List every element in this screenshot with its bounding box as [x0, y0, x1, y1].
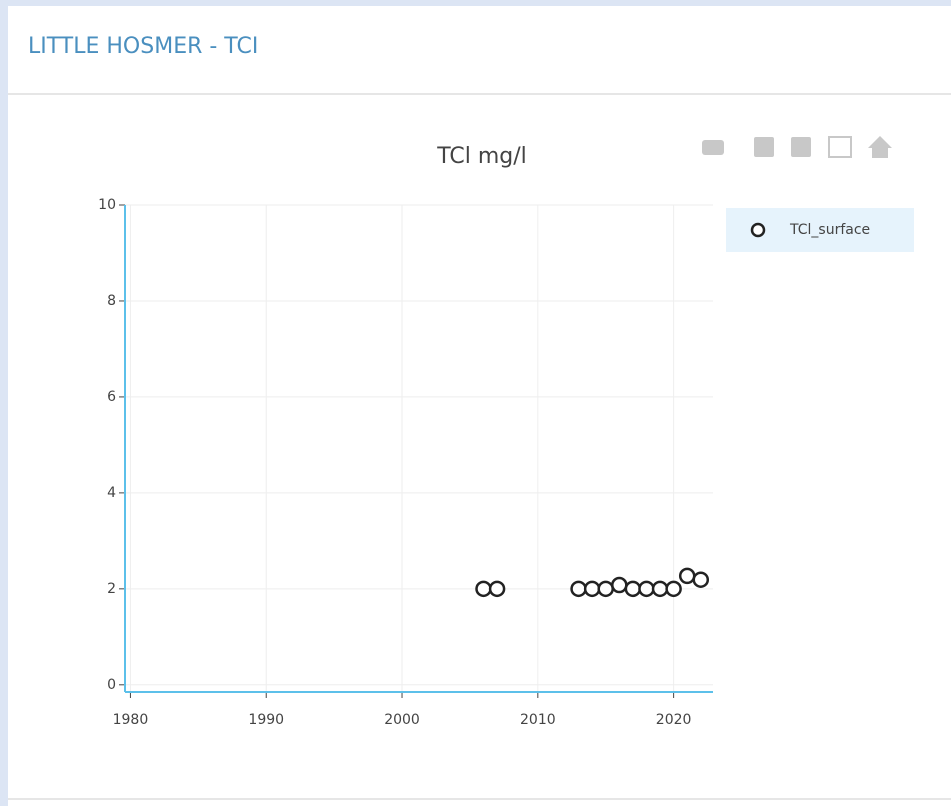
marker — [651, 580, 669, 598]
y-tick-label: 4 — [107, 485, 116, 501]
x-tick-label: 1980 — [113, 712, 149, 728]
zoom-in-icon[interactable] — [754, 137, 774, 157]
marker — [583, 580, 601, 598]
marker — [692, 571, 710, 588]
y-tick-label: 0 — [107, 677, 116, 693]
camera-icon[interactable] — [702, 140, 724, 155]
marker — [597, 580, 614, 598]
modebar — [702, 136, 892, 158]
home-icon[interactable] — [868, 136, 892, 158]
divider — [8, 93, 951, 95]
x-tick-label: 2020 — [656, 712, 692, 728]
marker — [488, 580, 506, 598]
marker — [570, 580, 587, 598]
marker — [665, 580, 682, 598]
marker — [611, 576, 628, 594]
autoscale-icon[interactable] — [828, 136, 852, 158]
y-tick-label: 8 — [107, 293, 116, 309]
legend-label: TCl_surface — [789, 222, 870, 238]
chart-title: TCl mg/l — [436, 144, 527, 169]
divider — [8, 798, 951, 800]
marker — [475, 580, 492, 598]
zoom-out-icon[interactable] — [791, 137, 811, 157]
panel-title: LITTLE HOSMER - TCI — [28, 34, 259, 59]
y-tick-label: 2 — [107, 581, 116, 597]
y-tick-label: 10 — [98, 197, 116, 213]
x-tick-label: 2000 — [384, 712, 420, 728]
marker — [638, 580, 655, 598]
marker — [678, 567, 696, 585]
legend-marker — [750, 222, 766, 238]
x-tick-label: 1990 — [248, 712, 284, 728]
x-tick-label: 2010 — [520, 712, 556, 728]
y-tick-label: 6 — [107, 389, 116, 405]
marker — [624, 580, 642, 598]
